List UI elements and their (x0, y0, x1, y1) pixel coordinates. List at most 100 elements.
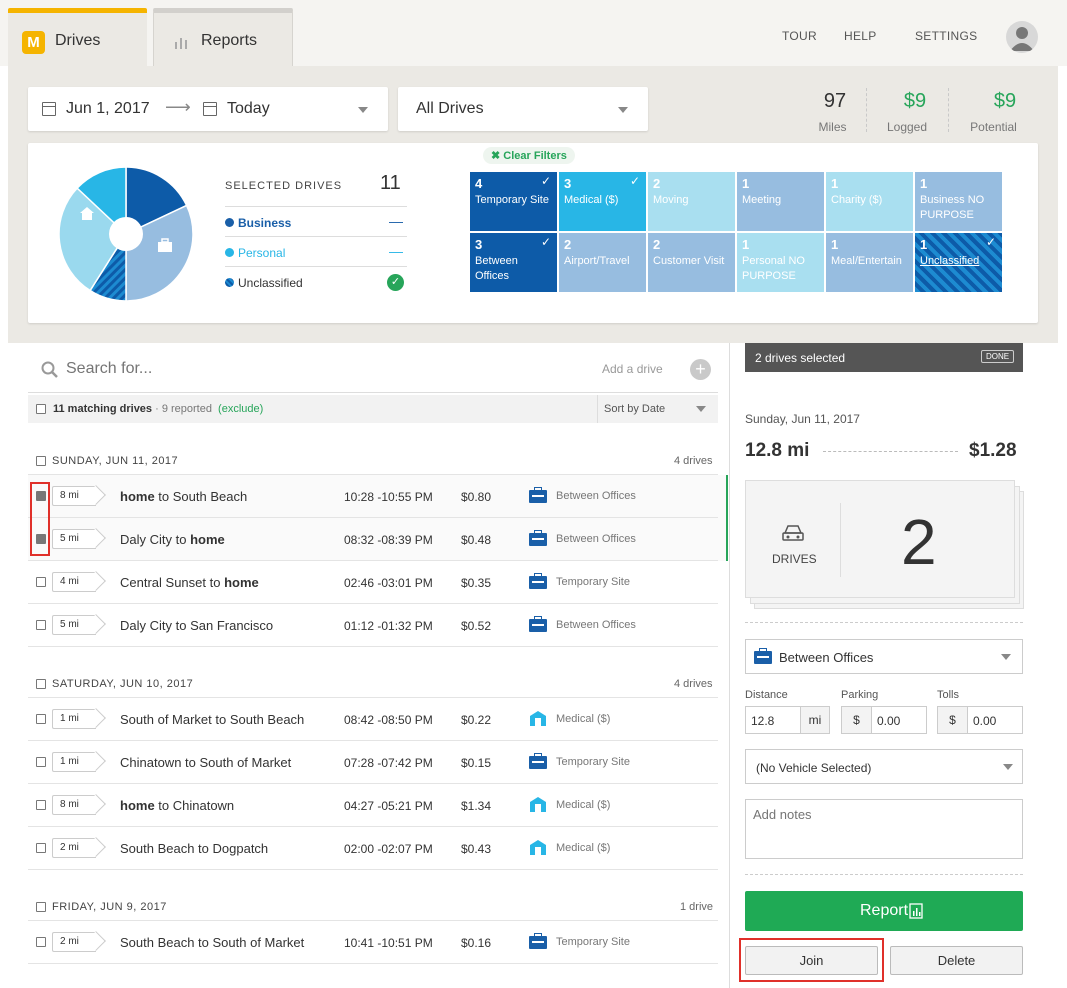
clear-filters-button[interactable]: ✖ Clear Filters (483, 147, 575, 164)
category-tile[interactable]: 2 Airport/Travel (559, 233, 646, 292)
drive-checkbox[interactable] (36, 757, 46, 767)
divider (28, 826, 718, 827)
day-count: 4 drives (674, 678, 713, 690)
detail-date: Sunday, Jun 11, 2017 (745, 412, 860, 426)
miles-tag: 4 mi (52, 571, 106, 592)
parking-input-value: 0.00 (877, 714, 901, 728)
nav-tour[interactable]: TOUR (782, 29, 817, 43)
miles-tag: 1 mi (52, 751, 106, 772)
drive-checkbox[interactable] (36, 577, 46, 587)
highlight-box (739, 938, 884, 982)
tab-reports[interactable]: Reports (153, 8, 293, 66)
drive-amount: $1.34 (461, 799, 492, 813)
route-main: to South Beach (154, 489, 248, 504)
divider (28, 603, 718, 604)
category-tile[interactable]: 3 Between Offices ✓ (470, 233, 557, 292)
drive-amount: $0.35 (461, 576, 492, 590)
plus-icon[interactable]: + (690, 359, 711, 380)
chevron-down-icon (618, 107, 628, 113)
divider (28, 869, 718, 870)
date-range-picker[interactable]: Jun 1, 2017 ⟶ Today (28, 87, 388, 131)
route-text: Chinatown to South of Market (120, 755, 291, 770)
miles-tag-border (52, 615, 96, 635)
category-tile[interactable]: 1 Charity ($) (826, 172, 913, 231)
purpose-select[interactable]: Between Offices (745, 639, 1023, 674)
bar-chart-icon (175, 38, 187, 49)
select-all-checkbox[interactable] (36, 404, 46, 414)
category-tile[interactable]: 1 Meal/Entertain (826, 233, 913, 292)
nav-help[interactable]: HELP (844, 29, 877, 43)
day-checkbox[interactable] (36, 456, 46, 466)
legend-dot (225, 218, 234, 227)
stat-miles-value: 97 (823, 90, 847, 112)
drive-amount: $0.48 (461, 533, 492, 547)
vehicle-select[interactable]: (No Vehicle Selected) (745, 749, 1023, 784)
check-icon: ✓ (629, 174, 640, 188)
report-button[interactable]: Report (745, 891, 1023, 931)
tab-reports-label: Reports (201, 32, 258, 49)
drive-checkbox[interactable] (36, 714, 46, 724)
top-bar: M Drives Reports TOUR HELP SETTINGS (0, 0, 1067, 66)
route-text: home to South Beach (120, 489, 247, 504)
add-drive-link[interactable]: Add a drive (602, 362, 663, 376)
search-icon (41, 361, 58, 378)
tile-count: 1 (920, 176, 928, 191)
day-header: FRIDAY, JUN 9, 2017 (52, 901, 167, 913)
category-tile[interactable]: 3 Medical ($) ✓ (559, 172, 646, 231)
day-checkbox[interactable] (36, 902, 46, 912)
done-button[interactable]: DONE (981, 350, 1015, 363)
legend-unclassified-label: Unclassified (238, 276, 303, 290)
category-tile[interactable]: 2 Customer Visit (648, 233, 735, 292)
notes-textarea[interactable] (745, 799, 1023, 859)
distance-input[interactable]: 12.8 (745, 706, 801, 734)
legend-unclassified[interactable]: Unclassified (225, 276, 303, 290)
category-tile[interactable]: 1 Personal NO PURPOSE (737, 233, 824, 292)
category-tile[interactable]: 1 Unclassified ✓ (915, 233, 1002, 292)
legend-personal[interactable]: Personal (225, 246, 285, 260)
category-tile[interactable]: 1 Business NO PURPOSE (915, 172, 1002, 231)
delete-button[interactable]: Delete (890, 946, 1023, 975)
drive-checkbox[interactable] (36, 800, 46, 810)
legend-business[interactable]: Business (225, 216, 291, 230)
category-tile[interactable]: 4 Temporary Site ✓ (470, 172, 557, 231)
table-row[interactable] (28, 518, 728, 561)
medical-icon (530, 711, 546, 726)
drive-time: 08:42 -08:50 PM (344, 713, 433, 727)
drive-filter-select[interactable]: All Drives (398, 87, 648, 131)
drive-checkbox[interactable] (36, 620, 46, 630)
selection-banner-text: 2 drives selected (755, 351, 846, 365)
search-input[interactable] (66, 355, 466, 383)
category-tile[interactable]: 1 Meeting (737, 172, 824, 231)
table-row[interactable] (28, 475, 728, 518)
drive-checkbox[interactable] (36, 843, 46, 853)
matching-summary: 11 matching drives · 9 reported (exclude… (53, 403, 263, 415)
tolls-input[interactable]: 0.00 (967, 706, 1023, 734)
drive-filter-value: All Drives (416, 100, 484, 117)
tab-drives[interactable]: M Drives (8, 8, 147, 66)
pie-slice (76, 166, 127, 236)
route-bold: home (190, 532, 225, 547)
miles-tag: 2 mi (52, 837, 106, 858)
drive-checkbox[interactable] (36, 534, 46, 544)
nav-settings[interactable]: SETTINGS (915, 29, 978, 43)
sort-value: Sort by Date (604, 403, 666, 415)
route-main: Chinatown to South of Market (120, 755, 292, 770)
avatar[interactable] (1006, 21, 1038, 53)
drive-checkbox[interactable] (36, 491, 46, 501)
tile-count: 2 (653, 237, 661, 252)
join-button[interactable]: Join (745, 946, 878, 975)
drive-time: 04:27 -05:21 PM (344, 799, 433, 813)
drive-checkbox[interactable] (36, 937, 46, 947)
sort-select[interactable]: Sort by Date (597, 395, 718, 423)
divider (823, 451, 958, 452)
divider (28, 474, 718, 475)
exclude-link[interactable]: (exclude) (218, 403, 264, 415)
divider (28, 963, 718, 964)
legend-business-label: Business (238, 216, 292, 230)
day-checkbox[interactable] (36, 679, 46, 689)
category-tile[interactable]: 2 Moving (648, 172, 735, 231)
drive-amount: $0.15 (461, 756, 492, 770)
parking-input[interactable]: 0.00 (871, 706, 927, 734)
miles-tag-border (52, 752, 96, 772)
drive-time: 08:32 -08:39 PM (344, 533, 433, 547)
